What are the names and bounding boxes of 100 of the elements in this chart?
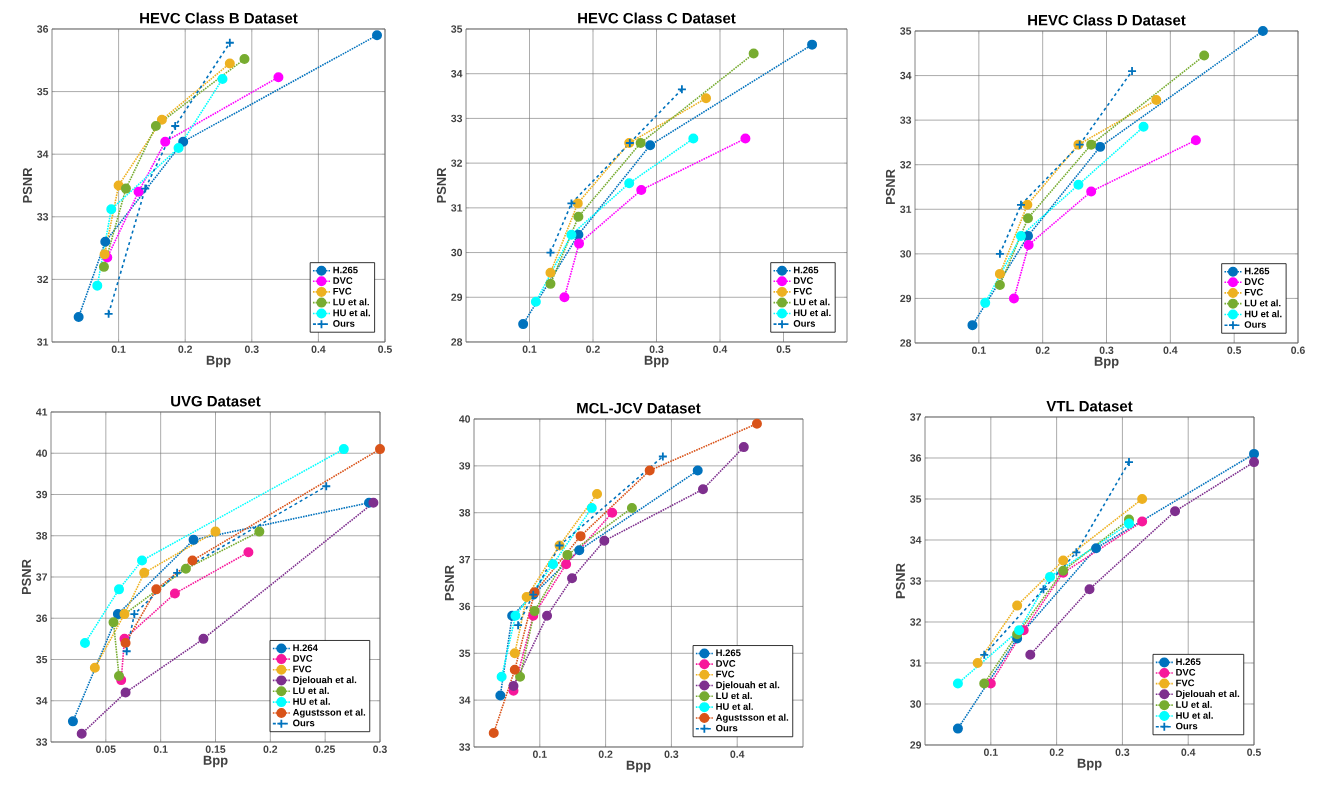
x-tick-label: 0.4 xyxy=(1163,346,1178,354)
y-tick-label: 35 xyxy=(910,495,922,503)
legend-label: Djelouah et al. xyxy=(716,681,780,691)
x-tick-label: 0.05 xyxy=(96,745,116,753)
x-tick-label: 0.15 xyxy=(205,745,226,753)
x-tick-label: 0.1 xyxy=(522,345,537,353)
legend-label: DVC xyxy=(1244,278,1264,285)
chart-title: HEVC Class C Dataset xyxy=(578,12,736,24)
chart-title: MCL-JCV Dataset xyxy=(577,402,701,414)
legend-label: H.265 xyxy=(793,266,819,274)
y-axis-title: PSNR xyxy=(895,563,906,599)
legend-label: Djelouah et al. xyxy=(293,676,357,686)
y-tick-label: 34 xyxy=(910,536,922,544)
legend-label: H.265 xyxy=(1244,267,1270,275)
legend-label: FVC xyxy=(293,665,312,673)
x-tick-label: 0.4 xyxy=(1181,748,1196,756)
x-tick-label: 0.2 xyxy=(178,345,193,353)
x-tick-label: 0.1 xyxy=(532,750,547,758)
y-tick-label: 30 xyxy=(900,250,912,258)
y-tick-label: 34 xyxy=(36,697,48,705)
x-tick-label: 0.25 xyxy=(315,745,336,753)
y-tick-label: 33 xyxy=(36,738,48,746)
y-tick-label: 30 xyxy=(451,248,463,257)
x-tick-label: 0.6 xyxy=(1291,346,1305,354)
legend-label: H.264 xyxy=(293,644,318,652)
y-tick-label: 33 xyxy=(910,577,922,585)
x-axis-title: Bpp xyxy=(626,760,651,773)
legend-label: DVC xyxy=(333,277,353,284)
legend-label: H.265 xyxy=(1176,658,1201,666)
y-tick-label: 33 xyxy=(459,743,471,751)
y-tick-label: 36 xyxy=(459,602,471,611)
x-tick-label: 0.1 xyxy=(971,346,986,354)
y-axis-title: PSNR xyxy=(21,559,31,595)
x-tick-label: 0.5 xyxy=(378,345,392,353)
x-tick-label: 0.3 xyxy=(244,345,259,353)
y-tick-label: 29 xyxy=(900,294,912,303)
y-tick-label: 35 xyxy=(37,87,49,96)
x-tick-label: 0.3 xyxy=(1115,748,1130,756)
y-tick-label: 31 xyxy=(910,659,922,667)
legend-label: HU et al. xyxy=(333,309,370,317)
y-tick-label: 33 xyxy=(451,114,463,123)
x-tick-label: 0.3 xyxy=(649,345,664,353)
y-tick-label: 35 xyxy=(36,655,48,664)
y-tick-label: 35 xyxy=(459,649,471,657)
legend-label: DVC xyxy=(793,277,814,284)
y-tick-label: 31 xyxy=(900,205,912,213)
legend-label: HU et al. xyxy=(716,702,753,710)
x-tick-label: 0.2 xyxy=(598,750,613,758)
y-axis-title: PSNR xyxy=(436,167,447,203)
y-tick-label: 28 xyxy=(900,339,912,347)
chart-title: HEVC Class B Dataset xyxy=(140,12,298,24)
legend-label: Ours xyxy=(716,724,738,732)
y-tick-label: 35 xyxy=(900,27,912,35)
x-axis-title: Bpp xyxy=(206,355,231,368)
legend-label: FVC xyxy=(1176,679,1195,687)
x-axis-title: Bpp xyxy=(644,355,669,368)
legend-label: FVC xyxy=(793,287,812,295)
y-tick-label: 33 xyxy=(900,116,912,124)
y-tick-label: 38 xyxy=(459,509,471,517)
legend-label: Djelouah et al. xyxy=(1176,690,1240,699)
x-tick-label: 0.1 xyxy=(111,345,126,353)
legend-label: FVC xyxy=(1244,288,1263,296)
y-tick-label: 35 xyxy=(451,25,463,33)
legend-label: Ours xyxy=(293,719,315,727)
y-tick-label: 40 xyxy=(36,449,48,457)
y-axis-title: PSNR xyxy=(885,169,896,205)
chart-title: UVG Dataset xyxy=(171,395,261,407)
y-tick-label: 29 xyxy=(910,741,922,749)
x-axis-title: Bpp xyxy=(203,755,228,768)
legend-label: Ours xyxy=(1244,321,1266,328)
y-tick-label: 31 xyxy=(37,338,49,346)
legend-label: Ours xyxy=(333,320,355,327)
legend-label: FVC xyxy=(716,670,735,678)
y-tick-label: 34 xyxy=(37,150,49,158)
legend-label: LU et al. xyxy=(793,298,830,306)
x-tick-label: 0.4 xyxy=(730,750,745,758)
y-tick-label: 39 xyxy=(459,462,471,470)
y-axis-title: PSNR xyxy=(22,167,32,203)
legend-label: LU et al. xyxy=(716,692,752,700)
legend-label: Agustsson et al. xyxy=(715,713,789,723)
y-tick-label: 33 xyxy=(37,213,49,221)
x-tick-label: 0.1 xyxy=(983,748,998,756)
y-tick-label: 34 xyxy=(451,70,463,78)
y-tick-label: 31 xyxy=(451,204,463,212)
y-tick-label: 37 xyxy=(910,413,922,421)
x-tick-label: 0.2 xyxy=(1049,748,1064,756)
x-tick-label: 0.4 xyxy=(311,345,326,353)
legend-label: FVC xyxy=(333,287,352,295)
x-axis-title: Bpp xyxy=(1077,758,1102,771)
x-tick-label: 0.4 xyxy=(713,345,728,353)
y-tick-label: 32 xyxy=(451,159,463,167)
y-tick-label: 36 xyxy=(37,25,49,33)
chart-title: HEVC Class D Dataset xyxy=(1028,14,1186,26)
y-axis-title: PSNR xyxy=(444,565,455,601)
legend-label: HU et al. xyxy=(1244,310,1282,318)
legend-label: HU et al. xyxy=(1176,711,1213,719)
legend-label: LU et al. xyxy=(1244,299,1281,307)
y-tick-label: 37 xyxy=(459,555,471,564)
y-tick-label: 34 xyxy=(459,696,471,704)
y-tick-label: 32 xyxy=(910,618,922,626)
